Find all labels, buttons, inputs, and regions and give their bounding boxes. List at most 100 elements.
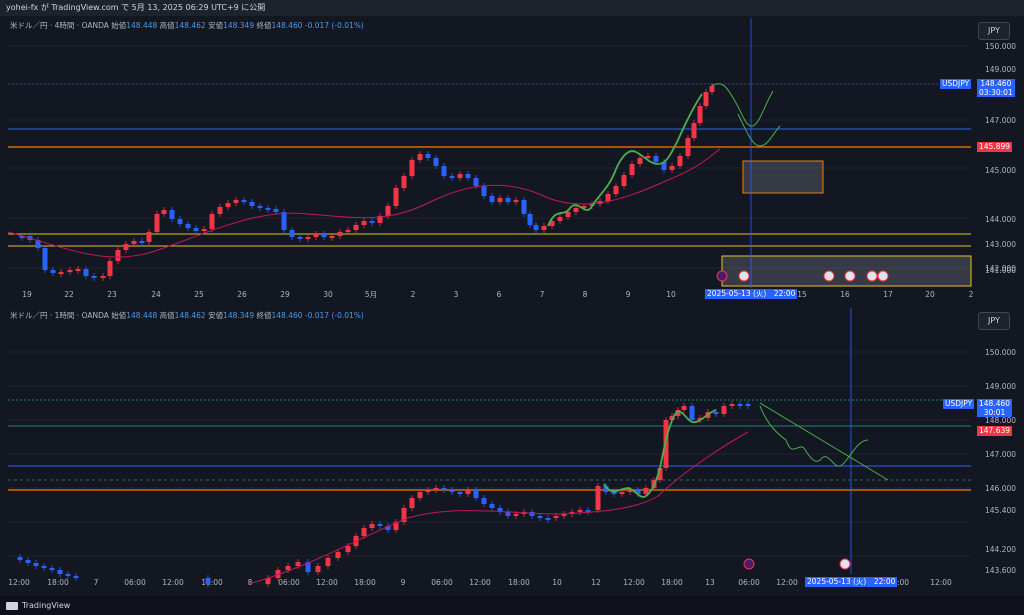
candle-body bbox=[669, 166, 675, 170]
bottom-currency-button[interactable]: JPY bbox=[978, 312, 1010, 330]
publish-header: yohei-fx が TradingView.com で 5月 13, 2025… bbox=[0, 0, 1024, 16]
bottom-high-label: 高値 bbox=[159, 311, 175, 320]
wave-path bbox=[603, 409, 717, 498]
candle-body bbox=[505, 512, 511, 516]
price-tick-label: 144.000 bbox=[985, 215, 1016, 224]
time-tick-label: 18:00 bbox=[201, 578, 223, 587]
candle-body bbox=[233, 200, 239, 203]
candle-body bbox=[513, 514, 519, 516]
candle-body bbox=[225, 203, 231, 207]
footer: TradingView bbox=[0, 596, 1024, 615]
candle-body bbox=[393, 188, 399, 206]
candle-body bbox=[449, 176, 455, 178]
candle-body bbox=[58, 272, 64, 274]
candle-body bbox=[473, 490, 479, 498]
top-symbol: 米ドル／円 · 4時間 · OANDA bbox=[10, 21, 109, 30]
time-tick-label: 12:00 bbox=[8, 578, 30, 587]
price-tick-label: 150.000 bbox=[985, 348, 1016, 357]
candle-body bbox=[297, 237, 303, 239]
candle-body bbox=[425, 154, 431, 158]
candle-body bbox=[265, 578, 271, 584]
candle-body bbox=[209, 214, 215, 229]
candle-body bbox=[521, 200, 527, 214]
candle-body bbox=[557, 217, 563, 221]
price-tick-label: 147.000 bbox=[985, 450, 1016, 459]
time-tick-label: 12:00 bbox=[316, 578, 338, 587]
candle-body bbox=[33, 563, 39, 566]
time-tick-label: 06:00 bbox=[431, 578, 453, 587]
time-tick-label: 8 bbox=[583, 290, 588, 299]
candle-body bbox=[345, 546, 351, 552]
candle-body bbox=[50, 270, 56, 273]
candle-body bbox=[745, 404, 751, 406]
time-tick-label: 12:00 bbox=[930, 578, 952, 587]
top-chart-canvas[interactable]: 150.000 149.000 147.000 145.000 144.000 143.0… bbox=[8, 18, 1020, 304]
candle-body bbox=[629, 164, 635, 175]
candle-body bbox=[146, 232, 152, 242]
bottom-low-label: 安値 bbox=[208, 311, 224, 320]
candle-body bbox=[621, 175, 627, 186]
candle-body bbox=[675, 410, 681, 416]
top-countdown: 03:30:01 bbox=[979, 88, 1013, 97]
wave-path bbox=[547, 93, 703, 227]
candle-body bbox=[669, 416, 675, 420]
candle-body bbox=[473, 178, 479, 186]
candle-body bbox=[697, 106, 703, 123]
top-currency-button[interactable]: JPY bbox=[978, 22, 1010, 40]
time-tick-label: 3 bbox=[454, 290, 459, 299]
candle-body bbox=[541, 226, 547, 230]
time-tick-label: 15 bbox=[797, 290, 807, 299]
time-tick-label: 12:00 bbox=[623, 578, 645, 587]
top-close: 148.460 bbox=[271, 21, 303, 30]
candle-body bbox=[289, 230, 295, 237]
candle-body bbox=[481, 186, 487, 196]
candle-body bbox=[42, 248, 48, 270]
top-chart-panel[interactable]: 150.000 149.000 147.000 145.000 144.000 143.0… bbox=[8, 18, 1020, 304]
candle-body bbox=[537, 516, 543, 518]
candle-body bbox=[627, 490, 633, 492]
us-flag-event-icon bbox=[877, 270, 889, 282]
candle-body bbox=[637, 158, 643, 164]
bottom-chart-panel[interactable]: 150.000 149.000 148.000 147.000 146.000 145.4… bbox=[8, 308, 1020, 594]
time-tick-label: 12:00 bbox=[162, 578, 184, 587]
candle-body bbox=[441, 488, 447, 490]
candle-body bbox=[185, 224, 191, 228]
zone-box bbox=[721, 255, 972, 287]
top-change: -0.017 (-0.01%) bbox=[304, 21, 364, 30]
candle-body bbox=[661, 162, 667, 170]
price-tick-label: 149.000 bbox=[985, 65, 1016, 74]
candle-body bbox=[377, 524, 383, 526]
top-high-label: 高値 bbox=[159, 21, 175, 30]
candle-body bbox=[67, 270, 73, 272]
candle-body bbox=[321, 234, 327, 237]
top-open-label: 始値 bbox=[111, 21, 127, 30]
candle-body bbox=[201, 229, 207, 231]
tradingview-logo-icon bbox=[6, 601, 18, 610]
bottom-cursor-time: 2025-05-13 (火) 22:00 bbox=[805, 577, 898, 587]
candle-body bbox=[505, 198, 511, 202]
top-price-tag: 148.460 03:30:01 bbox=[977, 79, 1015, 97]
top-low: 148.349 bbox=[223, 21, 255, 30]
candle-body bbox=[315, 566, 321, 572]
candle-body bbox=[329, 236, 335, 238]
us-flag-event-icon bbox=[839, 558, 851, 570]
price-axis bbox=[971, 308, 1020, 594]
price-tick-label: 144.200 bbox=[985, 545, 1016, 554]
candle-body bbox=[41, 566, 47, 568]
candle-body bbox=[595, 486, 601, 510]
candle-body bbox=[217, 207, 223, 214]
bottom-chart-canvas[interactable]: 150.000 149.000 148.000 147.000 146.000 145.4… bbox=[8, 308, 1020, 594]
time-tick-label: 06:00 bbox=[738, 578, 760, 587]
price-tick-label: 142.000 bbox=[985, 264, 1016, 273]
time-tick-label: 9 bbox=[401, 578, 406, 587]
candle-body bbox=[497, 198, 503, 202]
candle-body bbox=[513, 200, 519, 202]
time-tick-label: 24 bbox=[151, 290, 161, 299]
time-tick-label: 30 bbox=[323, 290, 333, 299]
candle-body bbox=[100, 276, 106, 278]
candle-body bbox=[57, 570, 63, 574]
candle-body bbox=[441, 166, 447, 176]
moving-average-line bbox=[8, 148, 721, 258]
candle-body bbox=[401, 176, 407, 188]
bottom-close-label: 終値 bbox=[256, 311, 272, 320]
